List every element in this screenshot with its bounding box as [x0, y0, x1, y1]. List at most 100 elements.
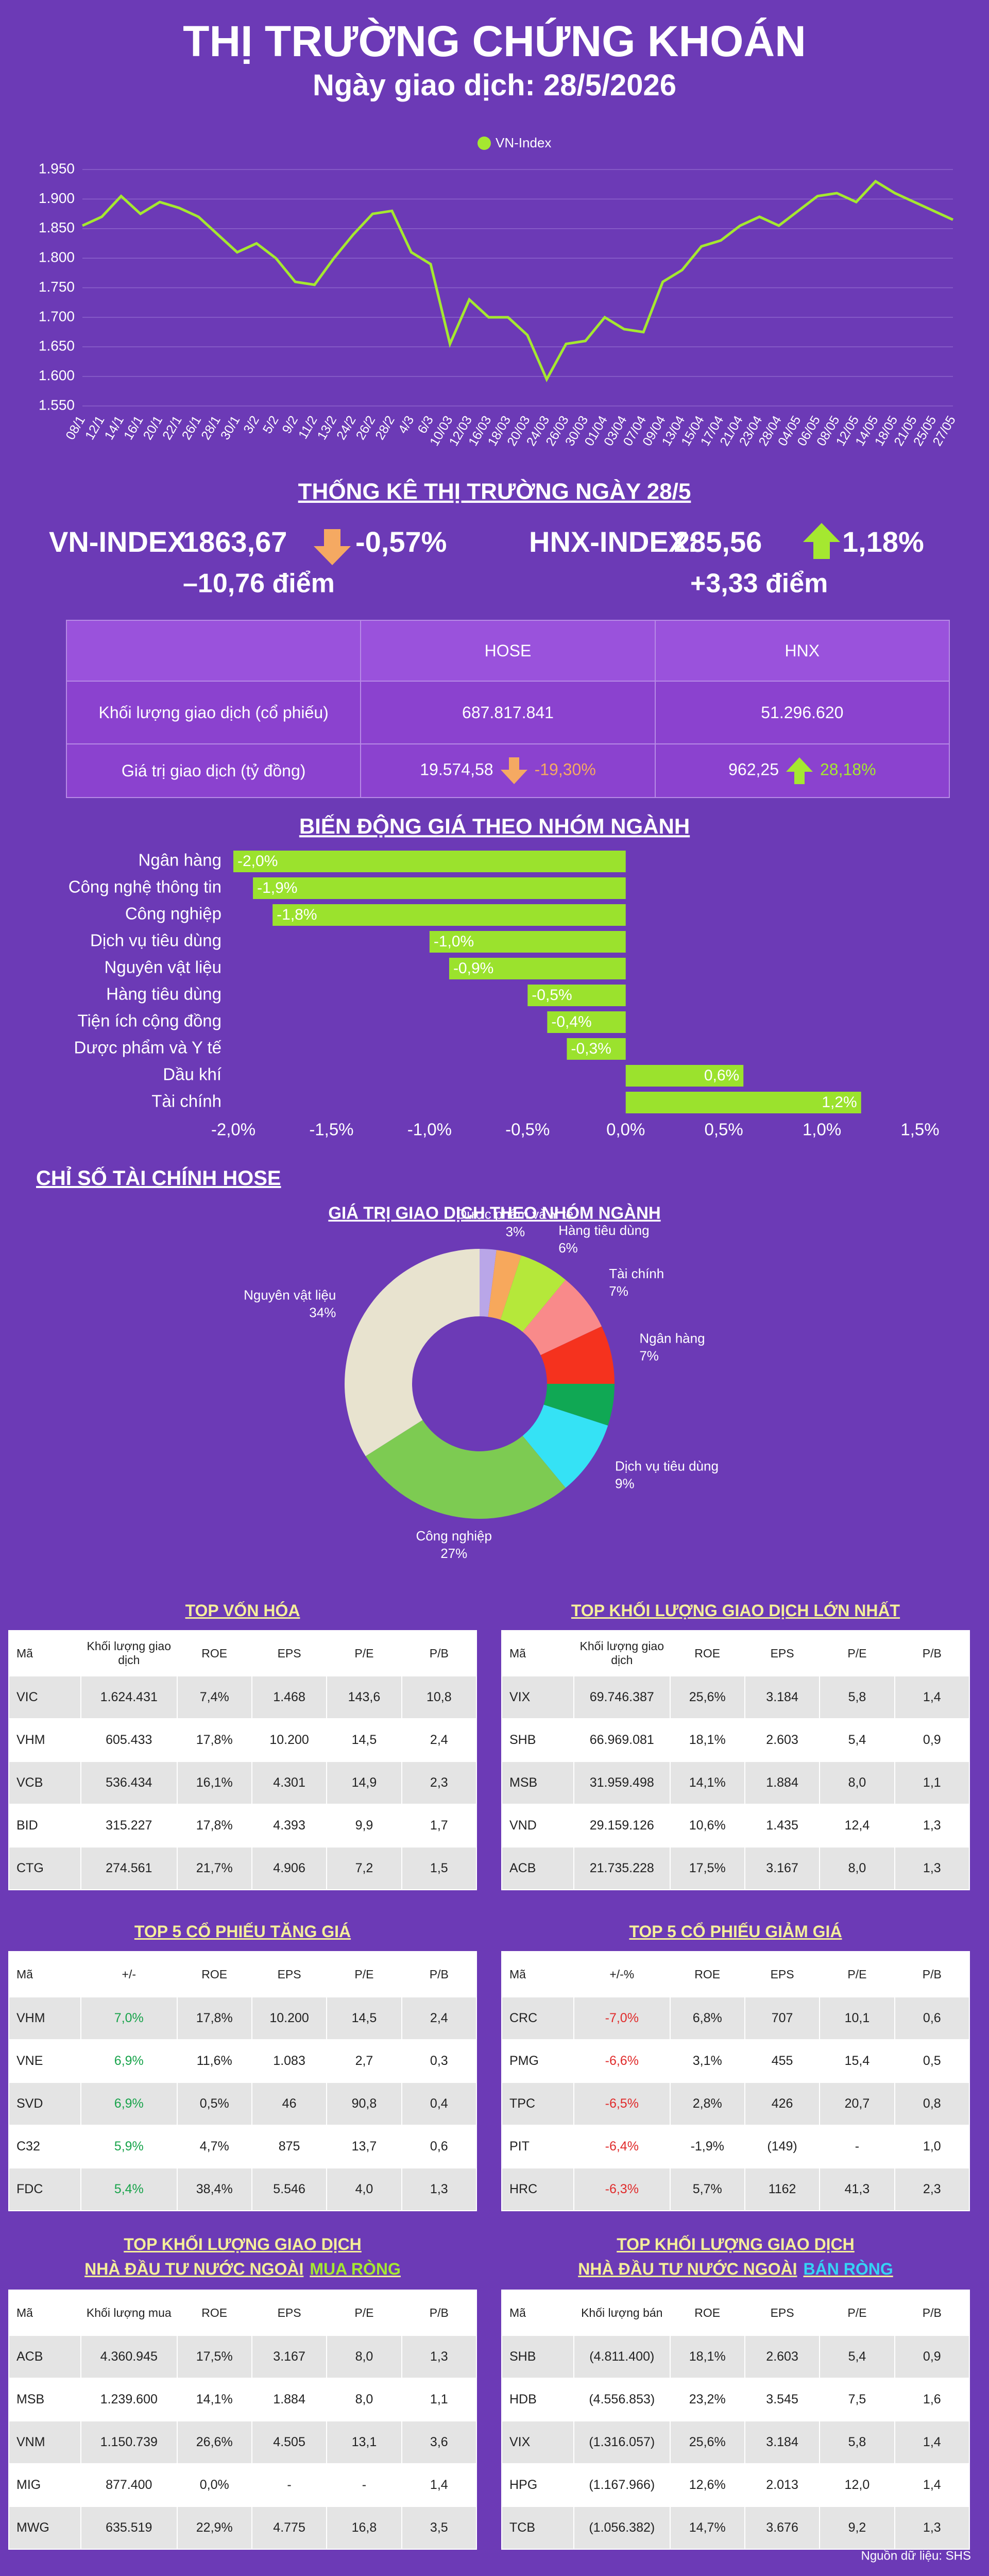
table-row: Giá trị giao dịch (tỷ đồng) 19.574,58 -19,…	[65, 743, 950, 798]
column-header: HOSE	[360, 620, 656, 682]
table-row: ACB 21.735.228 17,5% 3.167 8,0 1,3	[501, 1846, 970, 1890]
x-tick-label: 22/1	[160, 413, 185, 442]
legend-marker	[478, 137, 491, 150]
table-cell: HRC	[501, 2167, 575, 2211]
table-cell: -6,5%	[573, 2082, 671, 2126]
table-cell: 12,4	[819, 1804, 895, 1848]
table-cell: 9,2	[819, 2506, 895, 2550]
table-cell: 962,25 28,18%	[654, 743, 950, 798]
table-cell: 3.167	[251, 2335, 328, 2379]
cell-value: 687.817.841	[462, 703, 554, 722]
column-header: ROE	[669, 1951, 745, 1997]
table-cell: CRC	[501, 1996, 575, 2040]
table-cell: 18,1%	[669, 2335, 745, 2379]
index-label: HNX-INDEX:	[529, 526, 697, 558]
column-header: EPS	[744, 1630, 821, 1676]
section-title: CHỈ SỐ TÀI CHÍNH HOSE	[36, 1167, 281, 1190]
table-cell: 4.360.945	[80, 2335, 178, 2379]
column-header: P/B	[401, 2290, 478, 2336]
value-label: 0,6%	[704, 1067, 739, 1084]
table-cell: 10,1	[819, 1996, 895, 2040]
table-cell: (1.316.057)	[573, 2420, 671, 2464]
column-header: P/B	[401, 1630, 478, 1676]
column-header: P/B	[401, 1951, 478, 1997]
table-cell: ACB	[501, 1846, 575, 1890]
y-tick-label: 1.800	[39, 249, 75, 265]
x-tick-label: 3/2	[241, 413, 262, 436]
table-row: HPG (1.167.966) 12,6% 2.013 12,0 1,4	[501, 2463, 970, 2507]
column-header: Mã	[501, 1951, 575, 1997]
table-cell: 4.505	[251, 2420, 328, 2464]
column-header: P/E	[819, 1630, 895, 1676]
table-cell: VHM	[8, 1718, 82, 1762]
table-cell: 3.184	[744, 1675, 821, 1719]
table-cell: 8,0	[819, 1846, 895, 1890]
slice-value-label: 7%	[639, 1348, 659, 1364]
header-row: Mã Khối lượng bán ROE EPS P/E P/B	[501, 2290, 970, 2336]
y-tick-label: 1.750	[39, 279, 75, 295]
table-cell: 15,4	[819, 2039, 895, 2083]
table-title: TOP KHỐI LƯỢNG GIAO DỊCH NHÀ ĐẦU TƯ NƯỚC …	[501, 2232, 970, 2281]
table-cell: 21.735.228	[573, 1846, 671, 1890]
table-cell: 455	[744, 2039, 821, 2083]
table-highlight: MUA RÒNG	[310, 2260, 401, 2278]
table-cell: 17,5%	[669, 1846, 745, 1890]
table-cell: VNM	[8, 2420, 82, 2464]
data-table: Mã +/- ROE EPS P/E P/B VHM 7,0% 17,8% 10.200 14,5 2…	[8, 1951, 478, 2211]
row-label: Khối lượng giao dịch (cổ phiếu)	[65, 681, 362, 744]
table-cell: VCB	[8, 1761, 82, 1805]
table-row: TCB (1.056.382) 14,7% 3.676 9,2 1,3	[501, 2506, 970, 2550]
table-cell: 2,3	[894, 2167, 970, 2211]
column-header: ROE	[176, 2290, 252, 2336]
x-tick-label: 28/2	[372, 413, 398, 442]
column-header: P/E	[326, 1630, 402, 1676]
table-cell: 3.676	[744, 2506, 821, 2550]
y-tick-label: 1.550	[39, 397, 75, 413]
table-cell: 14,1%	[176, 2378, 252, 2421]
table-cell: 25,6%	[669, 1675, 745, 1719]
table-subtitle: NHÀ ĐẦU TƯ NƯỚC NGOÀI	[84, 2260, 304, 2278]
table-cell: 1,4	[401, 2463, 478, 2507]
table-cell: 51.296.620	[654, 681, 950, 744]
table-cell: 19.574,58 -19,30%	[360, 743, 656, 798]
value-label: 1,2%	[822, 1094, 857, 1111]
table-cell: 707	[744, 1996, 821, 2040]
table-cell: 7,0%	[80, 1996, 178, 2040]
category-label: Công nghiệp	[125, 904, 221, 923]
column-header: +/-	[80, 1951, 178, 1997]
chart-title: BIẾN ĐỘNG GIÁ THEO NHÓM NGÀNH	[299, 814, 690, 838]
table-cell: 1.435	[744, 1804, 821, 1848]
table-highlight: BÁN RÒNG	[803, 2260, 893, 2278]
pie-slice	[522, 1280, 602, 1355]
data-table: Mã +/-% ROE EPS P/E P/B CRC -7,0% 6,8% 707 10,1 0,6…	[501, 1951, 970, 2211]
legend-label: VN-Index	[496, 135, 551, 150]
table-row: VIC 1.624.431 7,4% 1.468 143,6 10,8	[8, 1675, 478, 1719]
x-tick-label: 1,0%	[803, 1120, 841, 1139]
table-cell: VIC	[8, 1675, 82, 1719]
bar	[429, 931, 626, 953]
table-cell: (1.056.382)	[573, 2506, 671, 2550]
table-cell: 38,4%	[176, 2167, 252, 2211]
arrow-shape	[786, 757, 813, 784]
table-cell: (149)	[744, 2125, 821, 2168]
table-cell: 10,6%	[669, 1804, 745, 1848]
table-cell: VIX	[501, 1675, 575, 1719]
cell-value: 51.296.620	[761, 703, 844, 722]
column-header: Mã	[8, 1630, 82, 1676]
table-row: HOSE HNX	[65, 620, 950, 682]
x-tick-label: 28/1	[198, 413, 224, 442]
y-tick-label: 1.950	[39, 160, 75, 176]
table-cell: 0,9	[894, 2335, 970, 2379]
table-cell: 3,5	[401, 2506, 478, 2550]
table-row: SVD 6,9% 0,5% 46 90,8 0,4	[8, 2082, 478, 2126]
table-row: MWG 635.519 22,9% 4.775 16,8 3,5	[8, 2506, 478, 2550]
header-row: Mã Khối lượng mua ROE EPS P/E P/B	[8, 2290, 478, 2336]
table-cell: 1,3	[894, 1846, 970, 1890]
table-cell: MSB	[501, 1761, 575, 1805]
header-row: Mã Khối lượng giao dịch ROE EPS P/E P/B	[8, 1630, 478, 1676]
table-cell: 5,4	[819, 2335, 895, 2379]
table-cell: 5,8	[819, 2420, 895, 2464]
table-row: VHM 7,0% 17,8% 10.200 14,5 2,4	[8, 1996, 478, 2040]
column-header: Khối lượng bán	[573, 2290, 671, 2336]
table-cell: 90,8	[326, 2082, 402, 2126]
